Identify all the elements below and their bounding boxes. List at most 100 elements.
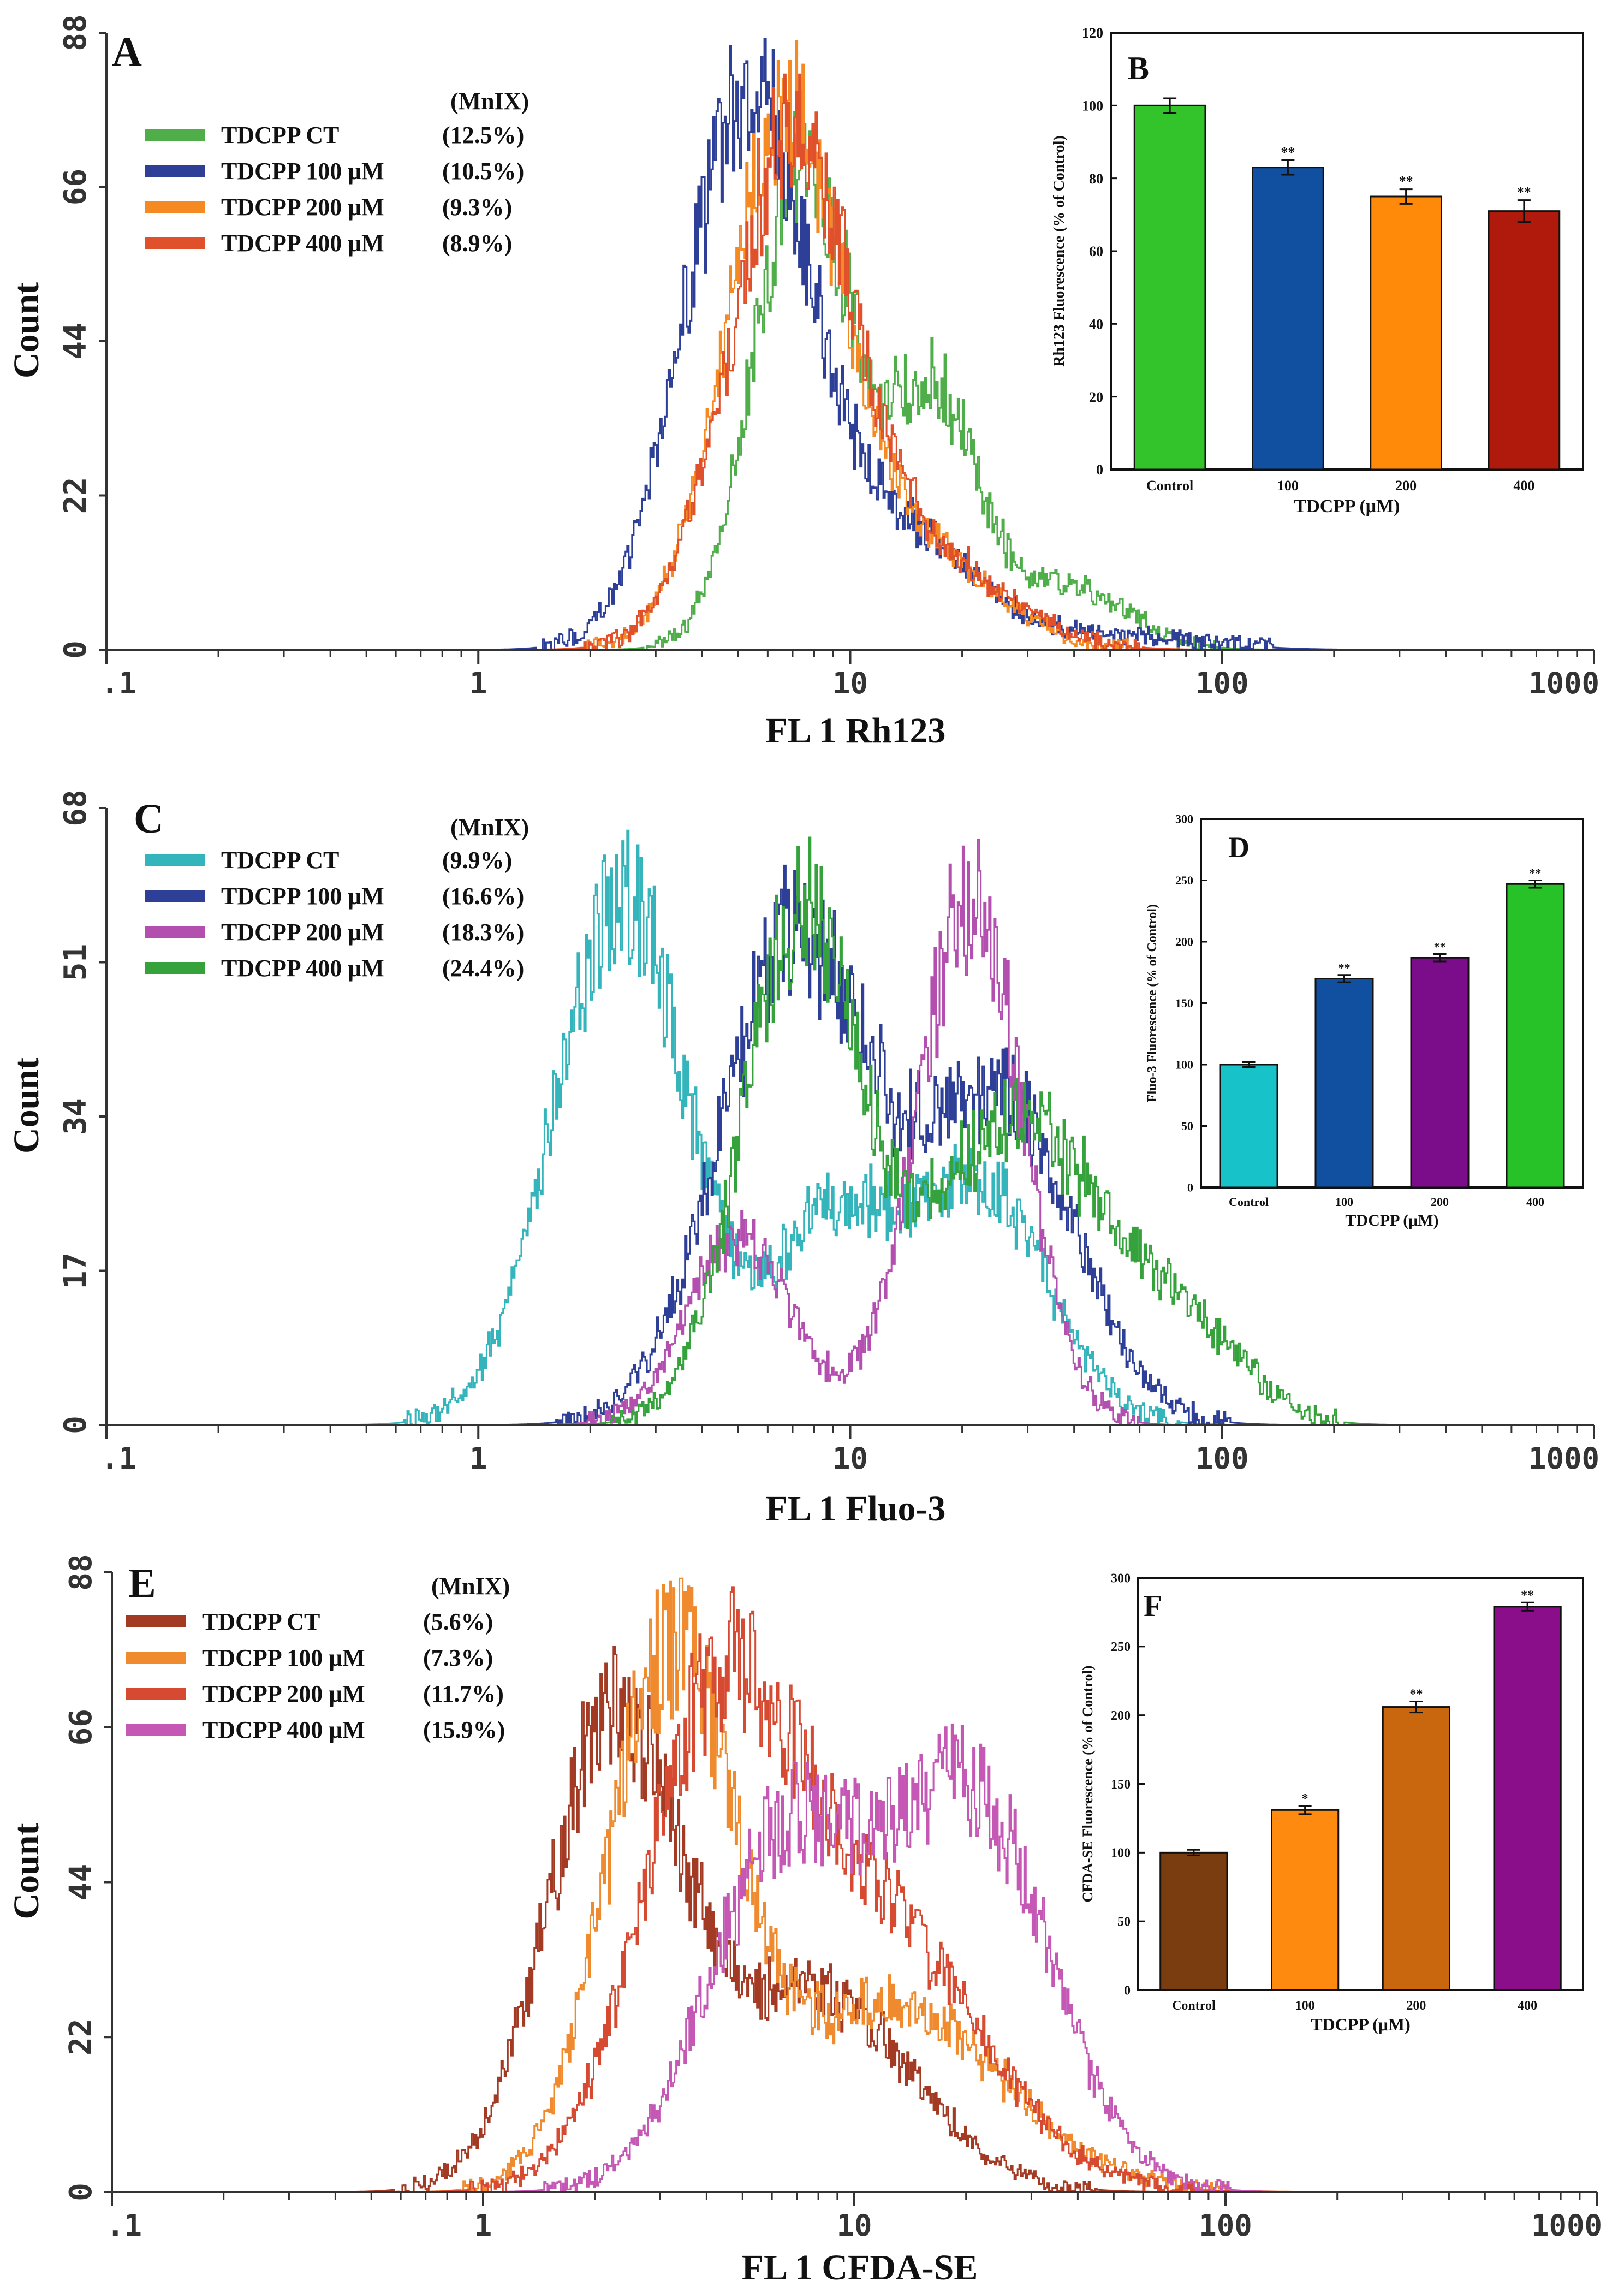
x-tick-label: 200 xyxy=(1406,1999,1426,2013)
y-tick-label: 44 xyxy=(58,323,93,359)
x-axis-title-E: FL 1 CFDA-SE xyxy=(742,2248,978,2287)
x-tick-label: 400 xyxy=(1513,478,1534,494)
legend-label: TDCPP 200 μM xyxy=(202,1680,365,1707)
bar-chart-F: 0 50 100 150 200 250 300 Control * 100 ** 200 ** 400 T… xyxy=(1080,1571,1584,2034)
x-tick-label: .1 xyxy=(101,1441,136,1476)
y-tick-label: 0 xyxy=(63,2183,99,2201)
y-tick-label: 50 xyxy=(1181,1119,1193,1133)
y-tick-label: 250 xyxy=(1111,1640,1131,1654)
y-tick-label: 100 xyxy=(1111,1846,1131,1861)
legend-mnix-value: (5.6%) xyxy=(423,1608,493,1635)
legend-label: TDCPP CT xyxy=(221,122,339,148)
y-tick-label: 68 xyxy=(58,789,93,826)
y-tick-label: 0 xyxy=(1187,1181,1193,1195)
legend-swatch xyxy=(145,890,205,902)
legend-label: TDCPP 400 μM xyxy=(221,230,384,257)
x-tick-label: 100 xyxy=(1195,1441,1249,1476)
bar-B-3 xyxy=(1488,210,1561,471)
significance-marker: ** xyxy=(1434,940,1446,954)
x-tick-label: 100 xyxy=(1199,2208,1252,2243)
y-tick-label: 17 xyxy=(58,1252,93,1289)
significance-marker: ** xyxy=(1409,1688,1423,1702)
legend-mnix-value: (12.5%) xyxy=(442,122,524,148)
bar-D-1 xyxy=(1314,978,1374,1189)
y-axis-title-A: Count xyxy=(7,282,46,378)
x-axis-title-C: FL 1 Fluo-3 xyxy=(765,1489,945,1529)
y-tick-label: 22 xyxy=(63,2019,99,2056)
y-tick-label: 100 xyxy=(1175,1058,1193,1072)
x-tick-label: Control xyxy=(1146,478,1193,494)
legend-C: (MnIX) TDCPP CT (9.9%) TDCPP 100 μM (16.6%) T… xyxy=(145,814,529,982)
panel-label-F: F xyxy=(1144,1589,1162,1623)
y-tick-label: 300 xyxy=(1175,812,1193,826)
y-tick-label: 80 xyxy=(1089,171,1103,187)
panel-label-E: E xyxy=(128,1560,156,1606)
y-tick-label: 44 xyxy=(63,1864,99,1900)
bar-F-2 xyxy=(1382,1706,1450,1991)
x-tick-label: 400 xyxy=(1526,1195,1544,1209)
significance-marker: ** xyxy=(1399,174,1413,189)
x-tick-label: 200 xyxy=(1431,1195,1449,1209)
x-tick-label: 10 xyxy=(832,1441,868,1476)
x-tick-label: .1 xyxy=(106,2208,142,2243)
y-tick-label: 66 xyxy=(58,169,93,205)
x-tick-label: 100 xyxy=(1295,1999,1315,2013)
y-axis-title-F: CFDA-SE Fluorescence (% of Control) xyxy=(1080,1666,1096,1903)
y-tick-label: 0 xyxy=(1124,1983,1131,1998)
y-tick-label: 200 xyxy=(1111,1709,1131,1723)
legend-label: TDCPP CT xyxy=(202,1608,320,1635)
bar-B-2 xyxy=(1370,195,1442,471)
y-tick-label: 250 xyxy=(1175,874,1193,887)
legend-mnix-value: (18.3%) xyxy=(442,919,524,946)
x-axis-title-A: FL 1 Rh123 xyxy=(765,711,945,751)
legend-swatch xyxy=(126,1615,186,1627)
y-tick-label: 20 xyxy=(1089,389,1103,405)
x-tick-label: 1000 xyxy=(1528,1441,1599,1476)
legend-header: (MnIX) xyxy=(450,88,529,115)
legend-swatch xyxy=(145,854,205,866)
y-tick-label: 150 xyxy=(1175,996,1193,1010)
x-tick-label: 200 xyxy=(1395,478,1417,494)
x-tick-label: 10 xyxy=(836,2208,872,2243)
bar-B-0 xyxy=(1133,104,1206,471)
legend-mnix-value: (9.3%) xyxy=(442,194,512,221)
y-tick-label: 88 xyxy=(63,1554,99,1590)
legend-swatch xyxy=(145,237,205,249)
x-tick-label: 400 xyxy=(1518,1999,1537,2013)
x-tick-label: 1 xyxy=(469,666,487,700)
panel-label-C: C xyxy=(134,796,164,842)
significance-marker: ** xyxy=(1281,144,1295,160)
legend-label: TDCPP 200 μM xyxy=(221,919,384,946)
x-axis-title-B: TDCPP (μM) xyxy=(1294,496,1400,516)
y-axis-title-E: Count xyxy=(7,1823,46,1919)
y-tick-label: 40 xyxy=(1089,316,1103,332)
x-tick-label: .1 xyxy=(101,666,136,700)
legend-swatch xyxy=(145,926,205,938)
panel-label-B: B xyxy=(1127,50,1149,86)
legend-swatch xyxy=(126,1688,186,1700)
y-tick-label: 100 xyxy=(1082,98,1103,114)
histogram-series-E-3 xyxy=(112,1723,1597,2193)
y-tick-label: 66 xyxy=(63,1709,99,1745)
y-tick-label: 50 xyxy=(1117,1915,1131,1929)
legend-mnix-value: (15.9%) xyxy=(423,1716,505,1743)
y-axis-title-D: Fluo-3 Fluorescence (% of Control) xyxy=(1145,904,1159,1102)
significance-marker: ** xyxy=(1517,185,1531,200)
y-tick-label: 60 xyxy=(1089,243,1103,259)
legend-mnix-value: (24.4%) xyxy=(442,955,524,982)
bar-D-3 xyxy=(1506,883,1565,1189)
legend-E: (MnIX) TDCPP CT (5.6%) TDCPP 100 μM (7.3%) TD… xyxy=(126,1573,510,1743)
y-tick-label: 120 xyxy=(1082,25,1103,41)
bar-F-1 xyxy=(1271,1809,1340,1991)
x-tick-label: 10 xyxy=(832,666,868,700)
legend-A: (MnIX) TDCPP CT (12.5%) TDCPP 100 μM (10.5%)… xyxy=(145,88,529,257)
significance-marker: ** xyxy=(1521,1588,1534,1602)
legend-mnix-value: (9.9%) xyxy=(442,847,512,874)
bar-B-1 xyxy=(1252,167,1324,471)
legend-mnix-value: (10.5%) xyxy=(442,158,524,185)
x-axis-title-F: TDCPP (μM) xyxy=(1311,2015,1411,2034)
legend-swatch xyxy=(145,201,205,213)
